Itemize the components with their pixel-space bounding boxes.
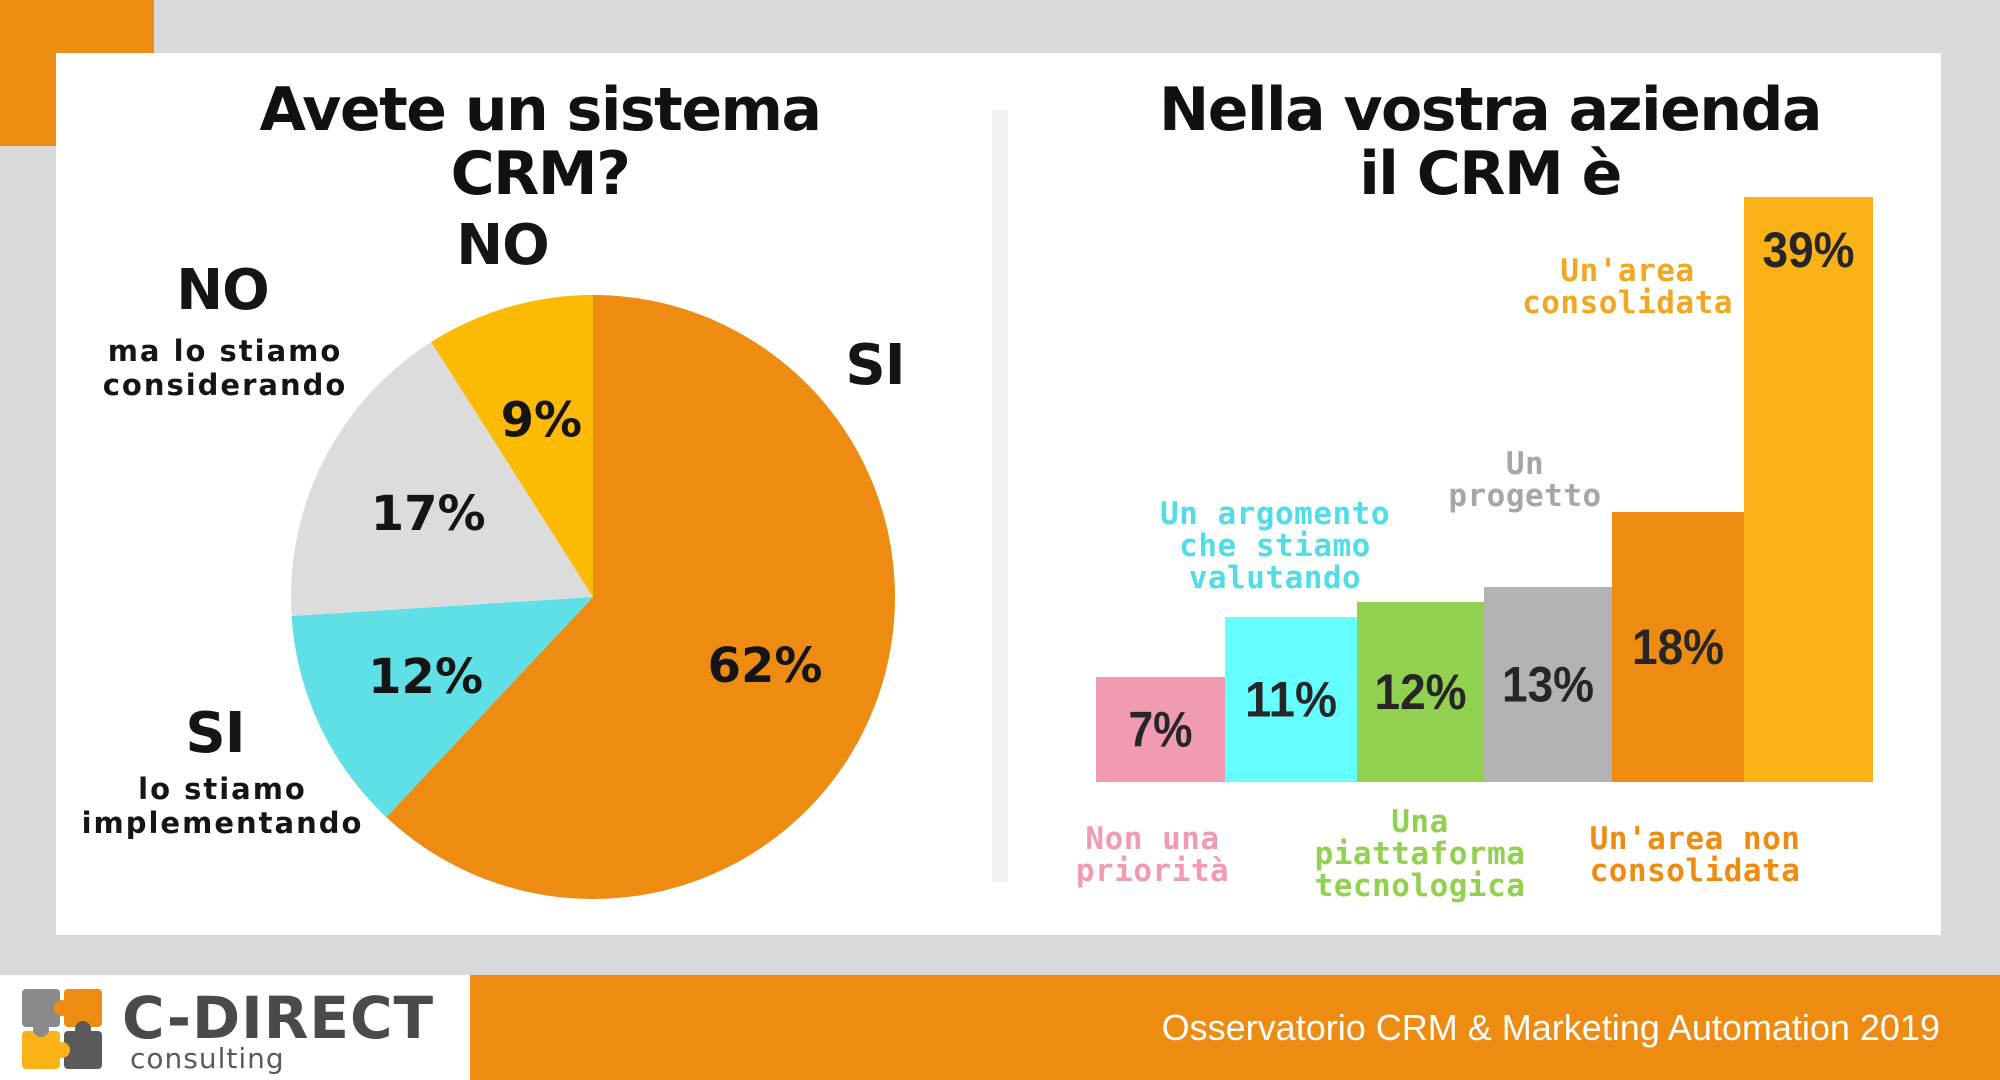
puzzle-piece bbox=[22, 1031, 60, 1069]
pie-sublabel-no-considering: ma lo stiamo considerando bbox=[102, 334, 348, 402]
pie-label-si: SI bbox=[845, 333, 905, 398]
bar-category-label: Una piattaforma tecnologica bbox=[1314, 804, 1526, 904]
bar-category-label: Un'area non consolidata bbox=[1589, 821, 1801, 889]
puzzle-knob bbox=[54, 1042, 70, 1058]
bar-category-label: Non una priorità bbox=[1075, 821, 1230, 889]
puzzle-logo-icon bbox=[22, 989, 102, 1069]
pie-sublabel-si-implementing: lo stiamo implementando bbox=[81, 772, 364, 840]
brand-subtitle: consulting bbox=[130, 1042, 285, 1075]
puzzle-knob bbox=[33, 1021, 49, 1037]
panel-divider bbox=[992, 110, 1008, 882]
footer-caption: Osservatorio CRM & Marketing Automation … bbox=[1161, 1007, 1940, 1048]
bar-category-label: Un progetto bbox=[1448, 446, 1602, 514]
puzzle-knob bbox=[75, 1021, 91, 1037]
puzzle-piece bbox=[64, 1031, 102, 1069]
puzzle-piece bbox=[64, 989, 102, 1027]
puzzle-piece bbox=[22, 989, 60, 1027]
bar-chart-title: Nella vostra azienda il CRM è bbox=[1159, 75, 1822, 209]
bar-category-label: Un'area consolidata bbox=[1522, 253, 1733, 321]
puzzle-knob bbox=[54, 1000, 70, 1016]
pie-label-no: NO bbox=[456, 213, 549, 278]
pie-label-no-considering: NO bbox=[176, 258, 269, 323]
bar-category-label: Un argomento che stiamo valutando bbox=[1160, 496, 1390, 596]
pie-label-si-implementing: SI bbox=[185, 701, 245, 766]
brand-name: C-DIRECT bbox=[122, 984, 435, 1052]
pie-chart-title: Avete un sistema CRM? bbox=[259, 75, 822, 209]
